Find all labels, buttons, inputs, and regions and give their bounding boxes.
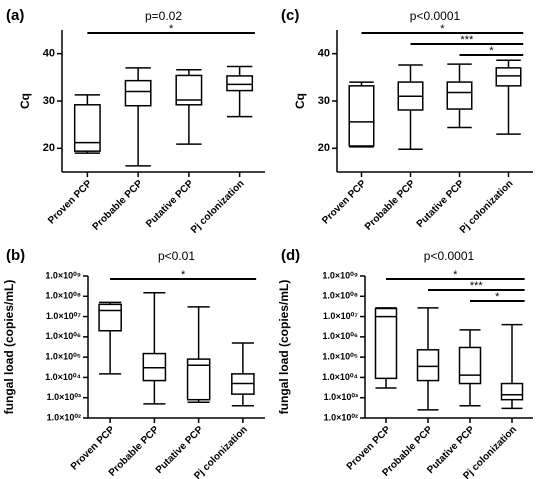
y-axis-label: fungal load (copies/mL) xyxy=(2,280,16,415)
y-tick-label: 1.0×10⁰³ xyxy=(47,392,81,402)
y-tick-label: 30 xyxy=(43,95,55,107)
y-tick-label: 40 xyxy=(43,48,55,60)
x-tick-label: Proven PCP xyxy=(46,178,94,226)
y-tick-label: 1.0×10⁰⁵ xyxy=(45,352,81,362)
y-tick-label: 1.0×10⁰² xyxy=(324,412,358,422)
box xyxy=(226,75,254,92)
significance-label: * xyxy=(495,291,500,303)
y-axis-label: fungal load (copies/mL) xyxy=(277,280,291,415)
box xyxy=(186,358,211,401)
y-tick-label: 1.0×10⁰⁴ xyxy=(322,372,358,382)
box xyxy=(348,85,375,147)
y-tick-label: 20 xyxy=(43,142,55,154)
x-tick-label: Probable PCP xyxy=(363,178,418,233)
box xyxy=(416,349,440,382)
chart-title: p<0.0001 xyxy=(410,9,461,23)
significance-label: * xyxy=(440,23,445,35)
box xyxy=(73,104,101,152)
panel-label: (c) xyxy=(281,7,299,24)
y-tick-label: 1.0×10⁰⁸ xyxy=(45,291,81,301)
x-tick-label: Proven PCP xyxy=(69,424,117,472)
panel: (d) p<0.0001 1.0×10⁰² 1.0×10⁰³ 1.0×10⁰⁴ 1.0×1… xyxy=(277,247,533,479)
y-tick-label: 1.0×10⁰⁵ xyxy=(322,352,358,362)
y-axis-label: Cq xyxy=(293,93,307,109)
chart-title: p<0.01 xyxy=(158,249,195,263)
panel: (b) p<0.01 1.0×10⁰² 1.0×10⁰³ 1.0×10⁰⁴ 1.0×10⁰… xyxy=(2,247,265,479)
y-tick-label: 1.0×10⁰⁸ xyxy=(322,291,358,301)
chart-title: p=0.02 xyxy=(145,9,182,23)
significance-label: * xyxy=(489,45,494,57)
chart-title: p<0.0001 xyxy=(424,249,475,263)
y-tick-label: 1.0×10⁰⁹ xyxy=(45,270,81,280)
y-tick-label: 1.0×10⁰⁷ xyxy=(46,311,81,321)
box xyxy=(98,303,122,332)
y-axis-label: Cq xyxy=(18,93,32,109)
box xyxy=(446,81,473,110)
y-tick-label: 1.0×10⁰⁹ xyxy=(322,270,358,280)
y-tick-label: 40 xyxy=(318,48,330,60)
x-tick-label: Pj colonization xyxy=(189,178,247,236)
y-tick-label: 20 xyxy=(318,142,330,154)
x-tick-label: Putative PCP xyxy=(415,178,467,230)
significance-label: * xyxy=(181,269,186,281)
x-tick-label: Putative PCP xyxy=(144,178,196,230)
y-tick-label: 1.0×10⁰⁶ xyxy=(322,331,358,341)
y-tick-label: 30 xyxy=(318,95,330,107)
significance-label: *** xyxy=(460,34,474,46)
panel-label: (d) xyxy=(281,247,300,264)
y-tick-label: 1.0×10⁰³ xyxy=(324,392,358,402)
x-tick-label: Proven PCP xyxy=(320,178,368,226)
box xyxy=(495,67,522,87)
y-tick-label: 1.0×10⁰⁶ xyxy=(45,331,81,341)
panel-label: (a) xyxy=(6,7,24,24)
box xyxy=(124,79,152,107)
significance-label: * xyxy=(453,269,458,281)
box xyxy=(374,307,398,380)
box xyxy=(458,346,482,385)
y-tick-label: 1.0×10⁰⁷ xyxy=(323,311,358,321)
y-tick-label: 1.0×10⁰⁴ xyxy=(45,372,81,382)
panel-label: (b) xyxy=(6,247,25,264)
box xyxy=(500,382,524,401)
significance-label: *** xyxy=(470,280,484,292)
significance-label: * xyxy=(169,23,174,35)
y-tick-label: 1.0×10⁰² xyxy=(47,412,81,422)
x-tick-label: Pj colonization xyxy=(458,178,516,236)
x-tick-label: Probable PCP xyxy=(91,178,146,233)
